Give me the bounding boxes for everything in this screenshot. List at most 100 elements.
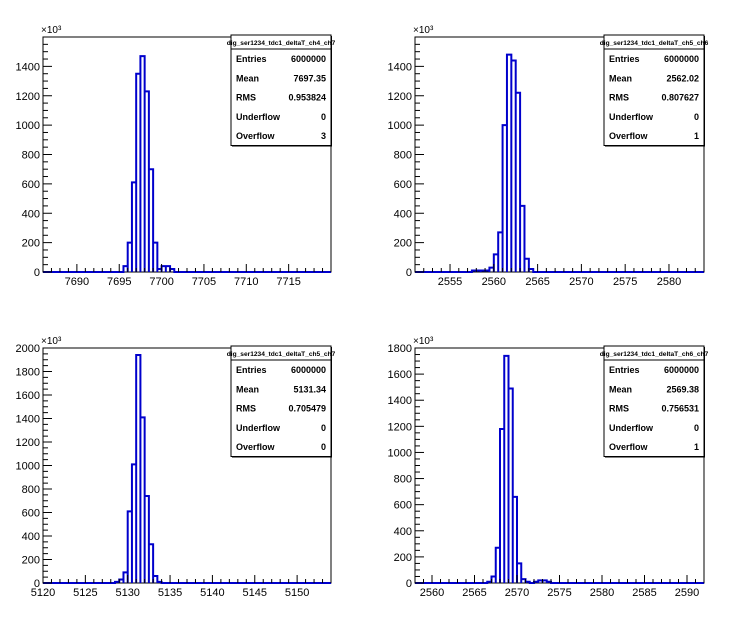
y-multiplier-label: ×10³: [41, 336, 62, 347]
stats-box-title: dig_ser1234_tdc1_deltaT_ch4_ch7: [227, 40, 336, 47]
x-tick-label: 5135: [158, 587, 182, 599]
stats-overflow-value: 1: [694, 442, 699, 452]
x-tick-label: 7700: [149, 276, 173, 288]
y-tick-label: 400: [394, 526, 412, 538]
x-tick-label: 2560: [482, 276, 506, 288]
histogram-line: [43, 55, 331, 273]
stats-overflow-value: 0: [321, 442, 326, 452]
stats-box-frame: [603, 345, 705, 457]
x-tick-label: 2575: [613, 276, 637, 288]
x-tick-label: 2590: [675, 587, 699, 599]
stats-entries-value: 6000000: [291, 54, 326, 64]
stats-rms-label: RMS: [609, 93, 629, 103]
y-multiplier-label: ×10³: [413, 25, 434, 36]
x-tick-label: 7705: [192, 276, 216, 288]
y-tick-label: 1200: [388, 421, 412, 433]
stats-mean-value: 2569.38: [666, 384, 699, 394]
stats-box: dig_ser1234_tdc1_deltaT_ch4_ch7 Entries 60…: [227, 34, 336, 147]
y-tick-label: 0: [406, 267, 412, 279]
y-tick-label: 0: [34, 267, 40, 279]
y-tick-label: 800: [22, 484, 40, 496]
y-tick-label: 1600: [16, 390, 40, 402]
stats-box-frame: [603, 34, 705, 146]
x-tick-label: 7710: [234, 276, 258, 288]
stats-underflow-value: 0: [694, 112, 699, 122]
y-tick-label: 1800: [388, 343, 412, 355]
y-tick-label: 1200: [16, 437, 40, 449]
stats-underflow-value: 0: [321, 423, 326, 433]
stats-entries-label: Entries: [236, 365, 267, 375]
stats-underflow-value: 0: [694, 423, 699, 433]
stats-box-frame: [230, 345, 332, 457]
x-tick-label: 2570: [505, 587, 529, 599]
stats-rms-label: RMS: [236, 93, 256, 103]
stats-rms-value: 0.953824: [288, 93, 326, 103]
stats-overflow-label: Overflow: [609, 131, 649, 141]
stats-rms-label: RMS: [609, 404, 629, 414]
y-tick-label: 2000: [16, 343, 40, 355]
x-tick-label: 2580: [657, 276, 681, 288]
stats-overflow-label: Overflow: [236, 442, 276, 452]
stats-entries-label: Entries: [609, 54, 640, 64]
y-tick-label: 800: [22, 150, 40, 162]
y-tick-label: 0: [34, 578, 40, 590]
y-tick-label: 200: [22, 555, 40, 567]
y-tick-label: 800: [394, 474, 412, 486]
y-tick-label: 200: [22, 238, 40, 250]
x-tick-label: 2570: [569, 276, 593, 288]
stats-box: dig_ser1234_tdc1_deltaT_ch5_ch7 Entries 60…: [227, 345, 336, 458]
y-tick-label: 1200: [388, 91, 412, 103]
y-tick-label: 1600: [388, 369, 412, 381]
y-multiplier-label: ×10³: [41, 25, 62, 36]
y-tick-label: 800: [394, 150, 412, 162]
y-tick-label: 1400: [16, 61, 40, 73]
x-tick-label: 5120: [31, 587, 55, 599]
y-tick-label: 400: [394, 208, 412, 220]
x-tick-label: 2555: [438, 276, 462, 288]
stats-box-frame: [230, 34, 332, 146]
stats-entries-label: Entries: [609, 365, 640, 375]
stats-mean-value: 7697.35: [293, 73, 326, 83]
y-tick-label: 600: [394, 179, 412, 191]
stats-underflow-value: 0: [321, 112, 326, 122]
stats-box-title: dig_ser1234_tdc1_deltaT_ch6_ch7: [600, 351, 709, 358]
histogram-panel-2: 2555 2560 2565 2570 2575 25800200400600800100…: [388, 25, 709, 288]
stats-mean-label: Mean: [609, 384, 632, 394]
y-tick-label: 400: [22, 208, 40, 220]
stats-overflow-label: Overflow: [236, 131, 276, 141]
x-tick-label: 2585: [632, 587, 656, 599]
y-tick-label: 0: [406, 578, 412, 590]
stats-rms-value: 0.705479: [288, 404, 326, 414]
stats-overflow-value: 3: [321, 131, 326, 141]
x-tick-label: 2560: [420, 587, 444, 599]
y-tick-label: 1000: [388, 120, 412, 132]
y-tick-label: 200: [394, 238, 412, 250]
stats-underflow-label: Underflow: [609, 423, 654, 433]
y-tick-label: 600: [22, 179, 40, 191]
stats-entries-value: 6000000: [664, 365, 699, 375]
x-tick-label: 5140: [200, 587, 224, 599]
stats-underflow-label: Underflow: [609, 112, 654, 122]
histogram-panel-3: 5120 5125 5130 5135 5140 5145 5150 0 200 400 600 80…: [16, 336, 336, 599]
stats-underflow-label: Underflow: [236, 112, 281, 122]
x-tick-label: 5125: [73, 587, 97, 599]
stats-mean-label: Mean: [236, 384, 259, 394]
stats-rms-label: RMS: [236, 404, 256, 414]
stats-overflow-label: Overflow: [609, 442, 649, 452]
y-tick-label: 1000: [16, 120, 40, 132]
histogram-panel-4: 2560 2565 2570 2575 2580 2585 2590 0 200 400 600 80…: [388, 336, 709, 599]
x-tick-label: 2565: [462, 587, 486, 599]
x-tick-label: 2580: [590, 587, 614, 599]
x-tick-label: 5145: [243, 587, 267, 599]
x-tick-label: 5130: [115, 587, 139, 599]
histogram-line: [43, 354, 331, 584]
y-tick-label: 200: [394, 552, 412, 564]
stats-mean-label: Mean: [609, 73, 632, 83]
stats-box: dig_ser1234_tdc1_deltaT_ch6_ch7 Entries 60…: [600, 345, 709, 458]
stats-box-title: dig_ser1234_tdc1_deltaT_ch5_ch6: [600, 40, 709, 47]
stats-mean-value: 2562.02: [666, 73, 699, 83]
stats-mean-value: 5131.34: [293, 384, 326, 394]
stats-box-title: dig_ser1234_tdc1_deltaT_ch5_ch7: [227, 351, 336, 358]
y-tick-label: 1000: [388, 447, 412, 459]
x-tick-label: 7695: [107, 276, 131, 288]
